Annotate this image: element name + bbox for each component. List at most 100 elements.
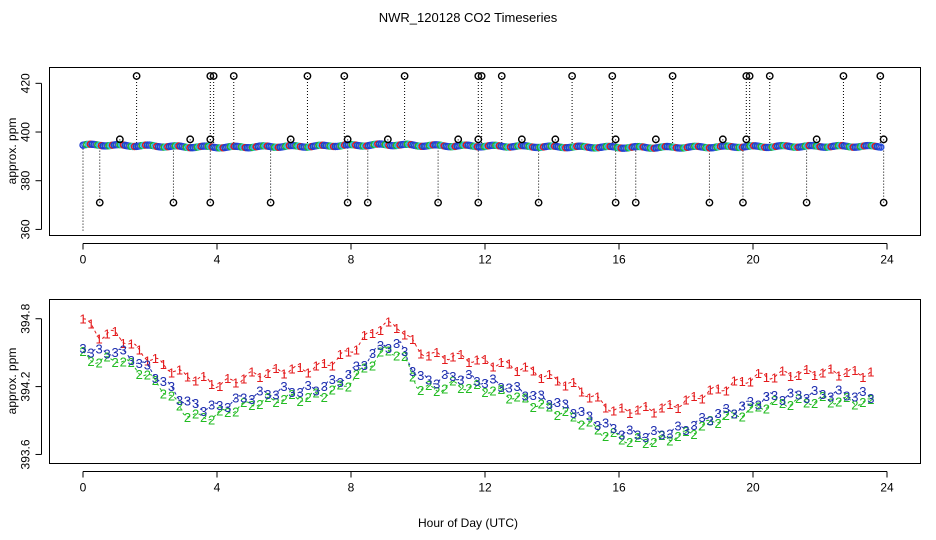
series-3-marker: 3 <box>87 345 94 360</box>
series-2-marker: 2 <box>594 423 601 438</box>
series-2-marker: 2 <box>240 395 247 410</box>
series-1-marker: 1 <box>698 392 705 407</box>
top-panel: 0 4 8 12 16 20 24 360 380 400 420 approx. ppm <box>5 67 921 267</box>
top-band <box>79 140 885 152</box>
outlier-marker <box>608 72 617 80</box>
outlier-marker <box>186 135 195 144</box>
series-1-marker: 1 <box>618 400 625 415</box>
series-2-marker: 2 <box>642 436 649 451</box>
series-1-marker: 1 <box>642 399 649 414</box>
series-2-marker: 2 <box>232 404 239 419</box>
series-2-marker: 2 <box>682 424 689 439</box>
series-2-marker: 2 <box>698 419 705 434</box>
series-2-marker: 2 <box>867 392 874 407</box>
series-3-marker: 3 <box>634 428 641 443</box>
outlier-marker <box>340 72 349 80</box>
series-3-marker: 3 <box>192 396 199 411</box>
top-x-tick-label: 0 <box>80 253 87 267</box>
series-1-marker: 1 <box>361 328 368 343</box>
series-1-marker: 1 <box>771 370 778 385</box>
series-2-marker: 2 <box>586 414 593 429</box>
series-2-marker: 2 <box>313 386 320 401</box>
series-1-marker: 1 <box>731 374 738 389</box>
series-1-marker: 1 <box>409 332 416 347</box>
series-3-marker: 3 <box>160 374 167 389</box>
series-2-marker: 2 <box>120 354 127 369</box>
series-3-marker: 3 <box>489 372 496 387</box>
series-2-marker: 2 <box>787 398 794 413</box>
series-3-marker: 3 <box>208 398 215 413</box>
series-1-marker: 1 <box>506 357 513 372</box>
outlier-marker <box>551 135 560 144</box>
series-3-marker: 3 <box>321 379 328 394</box>
outlier-marker <box>454 135 463 144</box>
series-1-marker: 1 <box>634 403 641 418</box>
series-3-marker: 3 <box>739 399 746 414</box>
series-3-marker: 3 <box>642 430 649 445</box>
top-x-tick-label: 4 <box>214 253 221 267</box>
series-2-marker: 2 <box>409 369 416 384</box>
outlier-marker <box>517 135 526 144</box>
series-2-marker: 2 <box>489 384 496 399</box>
series-3-marker: 3 <box>610 421 617 436</box>
series-1-marker: 1 <box>449 349 456 364</box>
series-2-marker: 2 <box>385 343 392 358</box>
outlier-marker <box>879 135 888 144</box>
series-2-marker: 2 <box>272 395 279 410</box>
series-1-marker: 1 <box>128 336 135 351</box>
series-2-marker: 2 <box>851 397 858 412</box>
outlier-marker <box>474 72 483 80</box>
series-2-marker: 2 <box>280 392 287 407</box>
series-1-marker: 1 <box>586 390 593 405</box>
outlier-marker <box>876 72 885 80</box>
series-3-marker: 3 <box>473 374 480 389</box>
series-3-marker: 3 <box>698 410 705 425</box>
series-2-marker: 2 <box>128 355 135 370</box>
series-2-marker: 2 <box>425 378 432 393</box>
series-1-marker: 1 <box>280 366 287 381</box>
series-1-marker: 1 <box>626 406 633 421</box>
series-3-marker: 3 <box>441 367 448 382</box>
series-2-marker: 2 <box>602 429 609 444</box>
outlier-marker <box>839 72 848 80</box>
series-2-marker: 2 <box>755 400 762 415</box>
series-1-marker: 1 <box>859 370 866 385</box>
series-3-marker: 3 <box>232 390 239 405</box>
series-3-marker: 3 <box>136 356 143 371</box>
series-2-marker: 2 <box>329 383 336 398</box>
series-2-marker: 2 <box>176 398 183 413</box>
series-3-marker: 3 <box>112 345 119 360</box>
series-2-marker: 2 <box>305 390 312 405</box>
series-3-marker: 3 <box>425 372 432 387</box>
series-2-marker: 2 <box>634 430 641 445</box>
series-2-marker: 2 <box>441 382 448 397</box>
series-1-marker: 1 <box>739 374 746 389</box>
outlier-marker <box>286 135 295 144</box>
series-3-marker: 3 <box>120 343 127 358</box>
bottom-x-tick-label: 4 <box>214 481 221 495</box>
series-1-marker: 1 <box>497 355 504 370</box>
outlier-marker <box>343 198 352 207</box>
series-3-marker: 3 <box>530 388 537 403</box>
series-3-marker: 3 <box>803 391 810 406</box>
series-2-marker: 2 <box>731 406 738 421</box>
outlier-marker <box>474 135 483 144</box>
top-outlier-drops <box>82 76 885 231</box>
series-1-marker: 1 <box>473 352 480 367</box>
series-3-marker: 3 <box>546 397 553 412</box>
series-2-marker: 2 <box>361 361 368 376</box>
series-1-marker: 1 <box>401 328 408 343</box>
outlier-marker <box>705 198 714 207</box>
series-2-marker: 2 <box>417 383 424 398</box>
series-2-marker: 2 <box>160 386 167 401</box>
series-2-marker: 2 <box>514 389 521 404</box>
series-1-marker: 1 <box>192 374 199 389</box>
series-1-marker: 1 <box>465 355 472 370</box>
top-y-axis-label: approx. ppm <box>5 118 19 185</box>
outlier-marker <box>568 72 576 80</box>
series-1-marker: 1 <box>594 389 601 404</box>
outlier-marker <box>739 198 747 207</box>
series-3-marker: 3 <box>417 368 424 383</box>
series-3-marker: 3 <box>771 388 778 403</box>
series-3-marker: 3 <box>851 390 858 405</box>
